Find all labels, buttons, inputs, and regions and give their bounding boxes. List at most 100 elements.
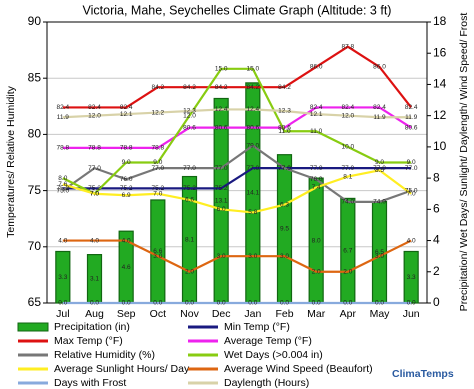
value-label: 82.4 <box>57 104 70 111</box>
value-label: 3.0 <box>153 253 162 260</box>
value-label: 74.0 <box>342 199 355 206</box>
y-tick-label: 85 <box>28 70 42 84</box>
x-tick-label: Feb <box>275 308 293 320</box>
value-label: 3.0 <box>217 253 226 260</box>
value-label: 7.0 <box>153 190 162 197</box>
value-label: 75.2 <box>215 185 228 192</box>
y2-tick-label: 0 <box>433 295 440 309</box>
line <box>62 167 412 190</box>
value-label: 9.0 <box>375 159 384 166</box>
value-label: 78.8 <box>152 145 165 152</box>
x-tick-label: Oct <box>150 308 166 320</box>
value-label: 77.0 <box>373 165 386 172</box>
value-label: 6.6 <box>185 197 194 204</box>
x-tick-label: Dec <box>212 308 231 320</box>
value-label: 6.6 <box>153 248 162 255</box>
value-label: 3.0 <box>280 253 289 260</box>
value-label: 11.9 <box>57 114 70 121</box>
value-label: 8.5 <box>375 167 384 174</box>
y2-tick-label: 16 <box>433 45 447 59</box>
value-label: 75.2 <box>57 185 70 192</box>
line <box>62 169 412 214</box>
value-label: 80.6 <box>215 124 228 131</box>
x-tick-label: Jan <box>244 308 261 320</box>
value-label: 0.0 <box>90 300 99 307</box>
y2-tick-label: 2 <box>433 264 440 278</box>
value-label: 77.0 <box>88 165 101 172</box>
value-label: 0.0 <box>217 300 226 307</box>
value-label: 6.7 <box>343 247 352 254</box>
y2-tick-label: 8 <box>433 170 440 184</box>
y-tick-label: 80 <box>28 127 42 141</box>
y2-tick-label: 18 <box>433 14 447 28</box>
value-label: 84.2 <box>247 84 260 91</box>
value-label: 6.3 <box>280 201 289 208</box>
value-label: 6.5 <box>375 249 384 256</box>
value-label: 8.1 <box>185 236 194 243</box>
y2-axis-title: Precipitation/ Wet Days/ Sunlight/ Dayle… <box>458 13 470 312</box>
value-label: 74.0 <box>373 199 386 206</box>
value-label: 77.0 <box>405 165 418 172</box>
value-label: 76.0 <box>120 176 133 183</box>
value-label: 86.0 <box>373 64 386 71</box>
value-label: 11.0 <box>278 128 291 135</box>
value-label: 78.8 <box>120 145 133 152</box>
value-label: 0.0 <box>248 300 257 307</box>
y-tick-label: 90 <box>28 14 42 28</box>
value-label: 11.0 <box>310 128 323 135</box>
value-label: 12.4 <box>215 106 228 113</box>
x-tick-label: Nov <box>180 308 199 320</box>
value-label: 77.0 <box>342 165 355 172</box>
legend-label: Min Temp (°F) <box>224 321 290 333</box>
value-label: 82.4 <box>342 104 355 111</box>
value-label: 77.0 <box>183 165 196 172</box>
y2-tick-label: 14 <box>433 77 447 91</box>
y-tick-label: 70 <box>28 239 42 253</box>
y2-tick-label: 6 <box>433 202 440 216</box>
value-label: 12.1 <box>310 111 323 118</box>
value-label: 75.0 <box>405 187 418 194</box>
value-label: 2.0 <box>312 268 321 275</box>
value-label: 12.3 <box>278 108 291 115</box>
value-label: 13.1 <box>215 197 228 204</box>
value-label: 0.0 <box>153 300 162 307</box>
x-tick-label: Jun <box>403 308 420 320</box>
value-label: 0.0 <box>58 300 67 307</box>
value-label: 79.0 <box>247 142 260 149</box>
value-label: 84.2 <box>152 84 165 91</box>
legend-label: Days with Frost <box>54 377 126 389</box>
value-label: 9.0 <box>407 159 416 166</box>
value-label: 3.0 <box>248 253 257 260</box>
value-label: 14.1 <box>247 190 260 197</box>
value-label: 7.0 <box>90 190 99 197</box>
brand: ClimaTemps <box>392 368 454 380</box>
value-label: 2.0 <box>185 268 194 275</box>
value-label: 84.2 <box>278 84 291 91</box>
line <box>62 67 412 195</box>
line <box>62 144 412 203</box>
value-label: 5.8 <box>248 209 257 216</box>
value-label: 77.0 <box>310 165 323 172</box>
legend-label: Relative Humidity (%) <box>54 349 155 361</box>
value-label: 15.0 <box>215 66 228 73</box>
value-label: 9.0 <box>122 159 131 166</box>
value-label: 78.8 <box>88 145 101 152</box>
value-label: 82.4 <box>88 104 101 111</box>
value-label: 3.1 <box>90 276 99 283</box>
value-label: 0.0 <box>375 300 384 307</box>
x-tick-label: Aug <box>85 308 104 320</box>
value-label: 3.3 <box>407 274 416 281</box>
value-label: 86.0 <box>310 64 323 71</box>
legend-label: Daylength (Hours) <box>224 377 309 389</box>
value-label: 12.0 <box>88 112 101 119</box>
value-label: 76.0 <box>310 176 323 183</box>
value-label: 11.9 <box>405 114 418 121</box>
value-label: 2.0 <box>343 268 352 275</box>
value-label: 77.0 <box>152 165 165 172</box>
value-label: 75.2 <box>88 185 101 192</box>
value-label: 82.4 <box>405 104 418 111</box>
value-label: 77.0 <box>247 165 260 172</box>
x-tick-label: May <box>370 308 391 320</box>
value-label: 10.0 <box>342 144 355 151</box>
